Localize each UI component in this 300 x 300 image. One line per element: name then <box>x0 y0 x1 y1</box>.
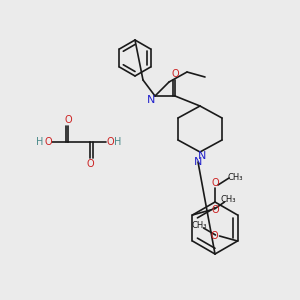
Text: H: H <box>36 137 44 147</box>
Text: O: O <box>211 231 218 241</box>
Text: CH₃: CH₃ <box>227 173 243 182</box>
Text: O: O <box>106 137 114 147</box>
Text: O: O <box>44 137 52 147</box>
Text: N: N <box>194 157 202 167</box>
Text: O: O <box>212 205 219 215</box>
Text: H: H <box>114 137 122 147</box>
Text: N: N <box>147 95 155 105</box>
Text: O: O <box>86 159 94 169</box>
Text: CH₃: CH₃ <box>221 196 236 205</box>
Text: CH₃: CH₃ <box>192 221 207 230</box>
Text: N: N <box>198 151 206 161</box>
Text: O: O <box>211 178 219 188</box>
Text: O: O <box>171 69 179 79</box>
Text: O: O <box>64 115 72 125</box>
